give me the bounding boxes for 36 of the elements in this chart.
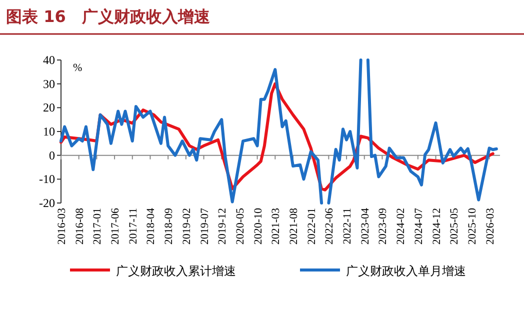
x-tick-label: 2022-01: [306, 208, 318, 245]
x-tick-label: 2017-06: [110, 208, 122, 245]
y-tick-label: 40: [43, 53, 55, 67]
x-tick-label: 2016-08: [74, 208, 86, 245]
x-tick-label: 2024-12: [430, 208, 443, 245]
x-tick-label: 2024-07: [412, 208, 425, 245]
x-tick-label: 2023-04: [359, 208, 372, 245]
x-tick-label: 2021-03: [270, 208, 282, 245]
x-tick-label: 2018-09: [163, 208, 176, 245]
y-tick-label: 20: [43, 100, 55, 115]
x-tick-label: 2017-01: [92, 208, 104, 245]
x-tick-label: 2021-08: [288, 208, 300, 245]
y-tick-label: 10: [43, 124, 55, 138]
x-tick-label: 2025-05: [448, 208, 461, 245]
x-tick-label: 2017-11: [127, 208, 140, 244]
y-tick-label: -10: [39, 172, 55, 186]
x-tick-label: 2020-10: [252, 208, 264, 245]
y-axis-title: %: [73, 62, 82, 74]
y-tick-label: -20: [39, 196, 55, 210]
x-tick-label: 2018-04: [145, 208, 158, 245]
x-tick-label: 2025-10: [466, 208, 478, 245]
chart-title: 图表 16 广义财政收入增速: [6, 7, 211, 26]
x-tick-label: 2020-05: [234, 208, 246, 245]
x-tick-label: 2026-03: [484, 208, 496, 245]
y-tick-label: 30: [43, 76, 55, 91]
x-tick-label: 2023-09: [377, 208, 390, 245]
legend-label: 广义财政收入单月增速: [346, 264, 466, 278]
x-tick-label: 2019-07: [198, 208, 211, 245]
legend-label: 广义财政收入累计增速: [116, 264, 236, 278]
x-tick-label: 2019-12: [216, 208, 229, 245]
x-tick-label: 2019-02: [180, 208, 193, 245]
x-tick-label: 2024-02: [395, 208, 408, 245]
x-tick-label: 2022-11: [342, 208, 354, 244]
x-tick-label: 2016-03: [56, 208, 68, 245]
x-tick-label: 2022-06: [324, 208, 336, 245]
y-tick-label: 0: [49, 148, 55, 162]
